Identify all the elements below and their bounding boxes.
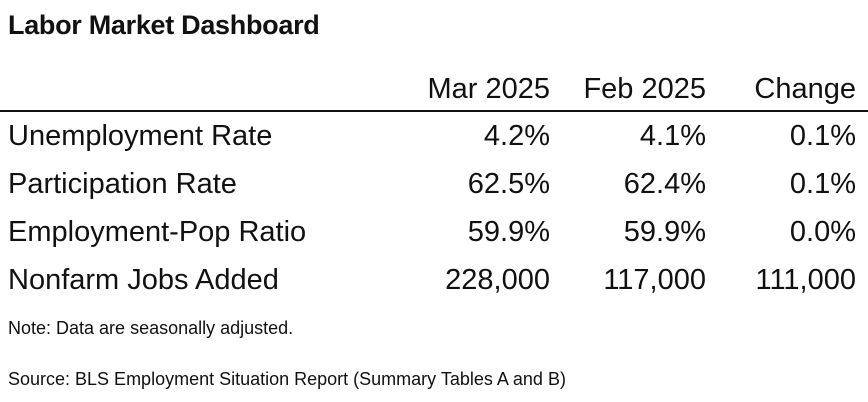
footnote-source: Source: BLS Employment Situation Report …	[8, 369, 566, 389]
row-label: Unemployment Rate	[8, 120, 273, 152]
cell-mar-value: 62.5%	[467, 168, 550, 200]
page-title: Labor Market Dashboard	[8, 10, 320, 40]
cell-feb-value: 117,000	[603, 264, 706, 296]
row-label: Participation Rate	[8, 168, 237, 200]
table-header-row: Mar 2025 Feb 2025 Change	[0, 64, 868, 112]
cell-feb-value: 59.9%	[623, 216, 706, 248]
table-row-employment-pop-ratio: Employment-Pop Ratio 59.9% 59.9% 0.0%	[0, 208, 868, 256]
cell-mar-value: 228,000	[445, 264, 550, 296]
column-header-change: Change	[754, 73, 856, 105]
table-row-unemployment-rate: Unemployment Rate 4.2% 4.1% 0.1%	[0, 112, 868, 160]
footnote-note: Note: Data are seasonally adjusted.	[8, 318, 294, 338]
cell-change-value: 111,000	[755, 264, 856, 296]
cell-change-value: 0.1%	[789, 120, 856, 152]
cell-change-value: 0.1%	[789, 168, 856, 200]
cell-feb-value: 62.4%	[623, 168, 706, 200]
table-row-nonfarm-jobs-added: Nonfarm Jobs Added 228,000 117,000 111,0…	[0, 256, 868, 304]
column-header-feb-2025: Feb 2025	[583, 73, 706, 105]
dashboard-table: Mar 2025 Feb 2025 Change Unemployment Ra…	[0, 64, 868, 304]
table-row-participation-rate: Participation Rate 62.5% 62.4% 0.1%	[0, 160, 868, 208]
row-label: Employment-Pop Ratio	[8, 216, 307, 248]
cell-feb-value: 4.1%	[639, 120, 706, 152]
cell-mar-value: 4.2%	[483, 120, 550, 152]
cell-mar-value: 59.9%	[467, 216, 550, 248]
row-label: Nonfarm Jobs Added	[8, 264, 279, 296]
column-header-mar-2025: Mar 2025	[427, 73, 550, 105]
cell-change-value: 0.0%	[789, 216, 856, 248]
